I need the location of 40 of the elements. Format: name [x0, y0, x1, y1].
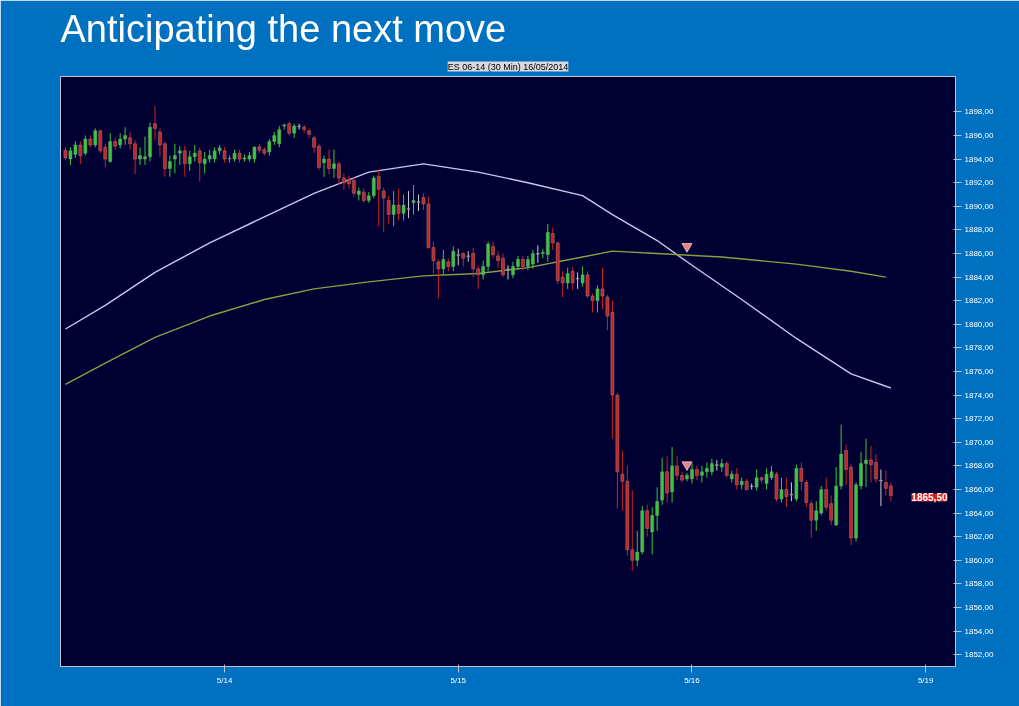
- x-tick-label: 5/19: [917, 675, 934, 685]
- y-tick-label: 1882,00: [964, 296, 994, 306]
- y-tick-label: 1876,00: [964, 367, 994, 376]
- y-tick-label: 1888,00: [964, 225, 994, 235]
- y-tick-label: 1856,00: [964, 603, 994, 612]
- x-tick-label: 5/15: [450, 675, 467, 685]
- candlestick: [307, 127, 311, 139]
- y-tick-label: 1858,00: [964, 579, 994, 589]
- y-tick-label: 1892,00: [964, 178, 994, 188]
- annotation: 1865,50: [911, 492, 948, 504]
- y-tick-label: 1864,00: [964, 508, 994, 518]
- y-tick-label: 1872,00: [964, 414, 994, 424]
- y-tick-label: 1896,00: [964, 131, 994, 140]
- y-tick-label: 1878,00: [964, 343, 994, 353]
- line-series: [64, 163, 892, 389]
- candlestick: [376, 169, 381, 227]
- y-tick-label: 1860,00: [964, 555, 994, 565]
- y-tick-label: 1852,00: [964, 650, 994, 660]
- y-tick-label: 1870,00: [964, 437, 994, 447]
- y-tick-label: 1880,00: [964, 319, 994, 329]
- y-tick-label: 1898,00: [964, 107, 994, 117]
- candlestick: [302, 124, 306, 134]
- y-tick-label: 1866,00: [964, 485, 994, 494]
- y-tick-label: 1894,00: [964, 154, 994, 164]
- x-tick-label: 5/16: [684, 675, 701, 685]
- candlestick: [381, 186, 386, 233]
- x-tick-label: 5/14: [216, 675, 233, 685]
- y-tick-label: 1854,00: [964, 626, 994, 636]
- y-tick-label: 1862,00: [964, 532, 994, 542]
- candlestick: [809, 499, 814, 539]
- y-tick-label: 1868,00: [964, 461, 994, 471]
- chart-title: Anticipating the next move: [60, 7, 507, 50]
- y-tick-label: 1890,00: [964, 201, 994, 211]
- line-series: [64, 250, 887, 386]
- chart-subtitle: ES 06-14 (30 Min) 16/05/2014: [447, 61, 569, 72]
- y-tick-label: 1874,00: [964, 390, 994, 400]
- y-tick-label: 1886,00: [964, 249, 994, 258]
- candlestick: [173, 143, 177, 174]
- candlestick: [804, 479, 809, 508]
- y-tick-label: 1884,00: [964, 272, 994, 282]
